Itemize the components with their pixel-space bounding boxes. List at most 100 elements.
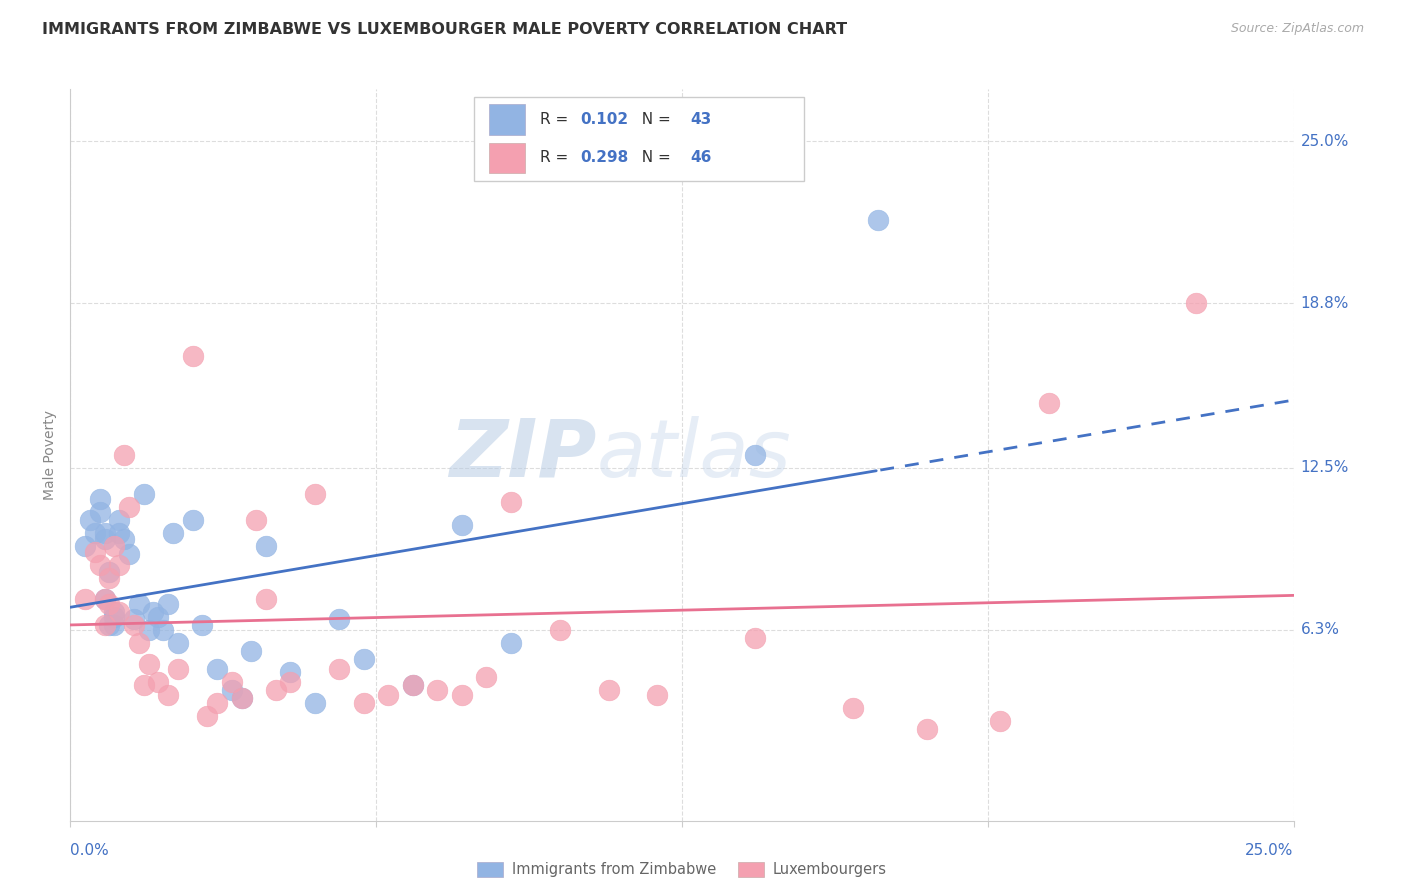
Point: [132, 487, 155, 501]
Y-axis label: Male Poverty: Male Poverty: [44, 410, 58, 500]
Point: [205, 696, 228, 710]
Point: [304, 696, 326, 710]
FancyBboxPatch shape: [489, 103, 526, 135]
Text: 18.8%: 18.8%: [1301, 296, 1348, 311]
FancyBboxPatch shape: [489, 143, 526, 173]
Point: [304, 487, 326, 501]
Point: [128, 597, 150, 611]
Point: [353, 696, 375, 710]
Point: [280, 675, 302, 690]
Point: [499, 495, 522, 509]
Point: [475, 670, 498, 684]
Point: [142, 605, 165, 619]
Point: [744, 631, 766, 645]
Point: [98, 617, 121, 632]
Point: [245, 513, 267, 527]
Point: [280, 665, 302, 679]
Point: [138, 657, 160, 671]
Point: [108, 513, 131, 527]
Point: [915, 723, 938, 737]
Point: [108, 605, 131, 619]
Point: [402, 678, 425, 692]
Point: [221, 675, 243, 690]
Point: [152, 623, 174, 637]
Point: [647, 688, 669, 702]
Text: 25.0%: 25.0%: [1301, 134, 1348, 149]
Point: [162, 526, 184, 541]
Point: [89, 505, 111, 519]
Point: [450, 518, 472, 533]
Point: [221, 683, 243, 698]
Point: [103, 610, 125, 624]
Text: 0.102: 0.102: [581, 112, 628, 127]
Point: [93, 591, 115, 606]
Point: [353, 651, 375, 665]
Point: [132, 678, 155, 692]
Point: [231, 690, 253, 705]
Point: [157, 597, 180, 611]
Point: [402, 678, 425, 692]
Point: [1038, 395, 1060, 409]
Point: [328, 613, 350, 627]
Point: [98, 597, 121, 611]
Point: [499, 636, 522, 650]
Point: [254, 591, 277, 606]
Point: [181, 349, 204, 363]
Point: [450, 688, 472, 702]
Text: R =: R =: [540, 112, 574, 127]
Point: [128, 636, 150, 650]
Point: [191, 617, 214, 632]
Point: [167, 636, 190, 650]
Point: [83, 544, 105, 558]
Point: [103, 605, 125, 619]
Text: 25.0%: 25.0%: [1246, 843, 1294, 858]
Point: [73, 591, 96, 606]
FancyBboxPatch shape: [474, 96, 804, 180]
Text: 6.3%: 6.3%: [1301, 623, 1340, 638]
Point: [148, 675, 170, 690]
Point: [548, 623, 571, 637]
Text: IMMIGRANTS FROM ZIMBABWE VS LUXEMBOURGER MALE POVERTY CORRELATION CHART: IMMIGRANTS FROM ZIMBABWE VS LUXEMBOURGER…: [42, 22, 848, 37]
Text: 46: 46: [690, 151, 711, 165]
Point: [93, 617, 115, 632]
Point: [205, 662, 228, 676]
Point: [157, 688, 180, 702]
Point: [426, 683, 449, 698]
Text: atlas: atlas: [596, 416, 792, 494]
Point: [89, 558, 111, 572]
Point: [264, 683, 287, 698]
Point: [744, 448, 766, 462]
Point: [842, 701, 865, 715]
Point: [98, 566, 121, 580]
Point: [103, 617, 125, 632]
Text: Source: ZipAtlas.com: Source: ZipAtlas.com: [1230, 22, 1364, 36]
Text: R =: R =: [540, 151, 574, 165]
Point: [122, 617, 145, 632]
Point: [73, 539, 96, 553]
Text: 12.5%: 12.5%: [1301, 460, 1348, 475]
Text: N =: N =: [631, 151, 675, 165]
Point: [103, 539, 125, 553]
Point: [377, 688, 399, 702]
Point: [167, 662, 190, 676]
Text: ZIP: ZIP: [449, 416, 596, 494]
Point: [93, 526, 115, 541]
Point: [122, 613, 145, 627]
Point: [93, 532, 115, 546]
Text: N =: N =: [631, 112, 675, 127]
Point: [98, 571, 121, 585]
Point: [89, 492, 111, 507]
Point: [988, 714, 1011, 729]
Point: [112, 448, 135, 462]
Point: [240, 644, 263, 658]
Point: [79, 513, 101, 527]
Point: [1184, 296, 1206, 310]
Text: 0.298: 0.298: [581, 151, 628, 165]
Point: [112, 532, 135, 546]
Point: [118, 547, 141, 561]
Point: [108, 526, 131, 541]
Legend: Immigrants from Zimbabwe, Luxembourgers: Immigrants from Zimbabwe, Luxembourgers: [471, 855, 893, 883]
Point: [138, 623, 160, 637]
Point: [254, 539, 277, 553]
Point: [866, 212, 889, 227]
